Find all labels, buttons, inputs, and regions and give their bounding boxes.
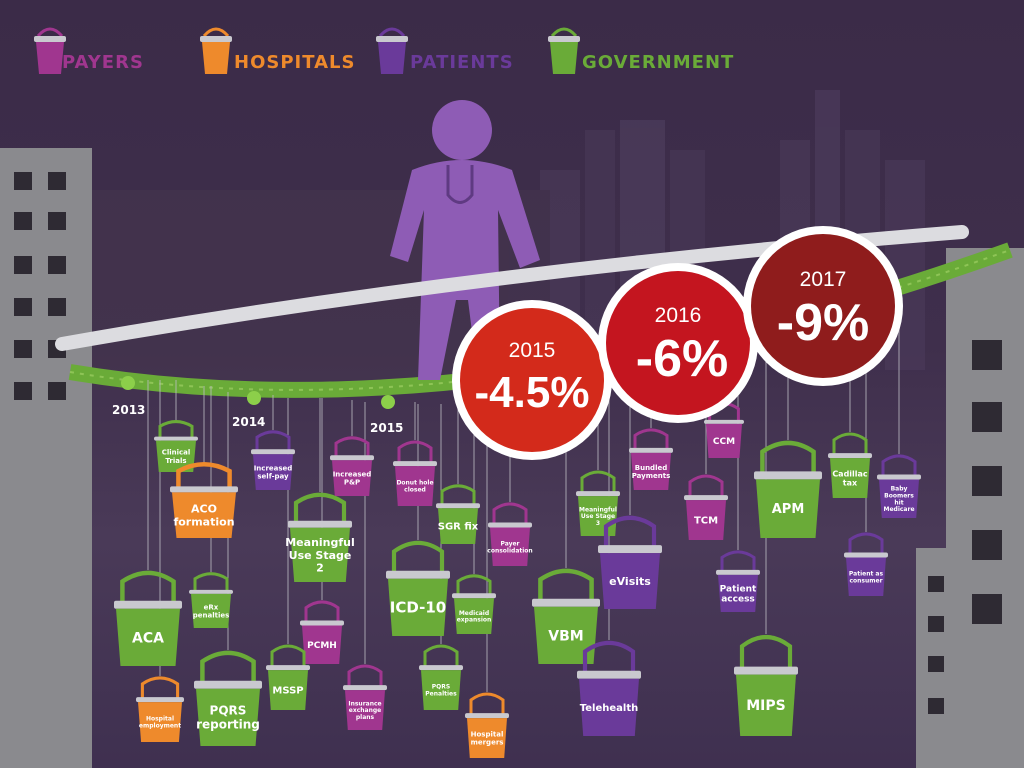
buckets-layer: Clinical Trials ACO formation ACA eRx penaltie…	[114, 402, 921, 758]
bucket-label: TCM	[694, 516, 718, 527]
bucket: Increased P&P	[330, 436, 374, 496]
bucket: APM	[754, 440, 822, 538]
bucket: Payer consolidation	[487, 502, 533, 566]
bucket: eVisits	[598, 515, 662, 609]
bucket-label: PCMH	[307, 641, 337, 651]
cut-value: -9%	[777, 294, 869, 352]
cut-year: 2016	[655, 304, 702, 327]
bucket-label: Hospital employment	[139, 716, 181, 730]
cut-2015-fill	[460, 308, 604, 452]
bucket: Hospital employment	[136, 676, 184, 742]
bucket: Meaningful Use Stage 3	[576, 470, 620, 536]
bucket: SGR fix	[436, 484, 480, 544]
cut-value: -4.5%	[475, 368, 590, 417]
bucket: Hospital mergers	[465, 692, 509, 758]
bucket: ACA	[114, 570, 182, 666]
bucket-label: Insurance exchange plans	[348, 700, 381, 721]
bucket: Increased self-pay	[251, 430, 295, 490]
bucket-label: Patient access	[720, 584, 757, 604]
bucket-label: PQRS Penalties	[425, 684, 457, 698]
bucket-icon	[548, 27, 580, 74]
bucket-label: Payer consolidation	[487, 540, 532, 554]
legend-item: GOVERNMENT	[548, 27, 734, 74]
cut-circle-2016: 2016 -6%	[598, 263, 758, 423]
bucket-label: Bundled Payments	[632, 464, 671, 480]
bucket: Patient access	[716, 550, 760, 612]
bucket-label: Clinical Trials	[162, 449, 191, 465]
bucket-label: Increased self-pay	[254, 465, 293, 481]
year-label: 2014	[232, 415, 265, 429]
bucket-label: Cadillac tax	[832, 469, 868, 487]
bucket: Cadillac tax	[828, 432, 872, 498]
doctor-figure	[390, 100, 540, 380]
bucket-label: ACA	[132, 630, 164, 646]
cut-year: 2015	[509, 339, 556, 362]
bucket-label: Meaningful Use Stage 2	[285, 536, 355, 574]
cut-value: -6%	[636, 330, 728, 388]
bucket: Bundled Payments	[629, 428, 673, 490]
bucket-label: SGR fix	[438, 522, 479, 533]
bucket-label: Baby Boomers hit Medicare	[883, 485, 914, 513]
bucket: PQRS Penalties	[419, 644, 463, 710]
bucket: MIPS	[734, 634, 798, 736]
legend-label: GOVERNMENT	[582, 52, 734, 73]
bucket-label: Patient as consumer	[849, 570, 884, 584]
timeline-dots	[121, 376, 395, 409]
bucket-label: eVisits	[609, 575, 651, 588]
legend: PAYERS HOSPITALS PATIENTS GOVERNMENT	[34, 27, 734, 74]
legend-item: PAYERS	[34, 27, 144, 74]
bucket: PQRS reporting	[194, 650, 262, 746]
right-building	[916, 248, 1024, 768]
legend-label: PATIENTS	[410, 52, 514, 73]
bucket: Clinical Trials	[154, 420, 198, 472]
cut-2017-fill	[751, 234, 895, 378]
bucket-label: Medicaid expansion	[457, 610, 492, 624]
bucket: Donut hole closed	[393, 440, 437, 506]
bucket: PCMH	[300, 600, 344, 664]
bucket-label: eRx penalties	[193, 603, 230, 619]
bucket-label: Donut hole closed	[396, 480, 433, 494]
bucket: Medicaid expansion	[452, 574, 496, 634]
bucket-label: CCM	[713, 437, 735, 447]
bucket: ICD-10	[386, 540, 450, 636]
bucket-icon	[376, 27, 408, 74]
bucket: Patient as consumer	[844, 532, 888, 596]
bucket: ACO formation	[170, 462, 238, 538]
bucket: Insurance exchange plans	[343, 664, 387, 730]
bucket: TCM	[684, 474, 728, 540]
legend-item: HOSPITALS	[200, 27, 355, 74]
bucket-label: Increased P&P	[333, 471, 372, 487]
left-building	[0, 148, 92, 768]
bucket-label: ACO formation	[173, 503, 234, 529]
bucket-label: VBM	[548, 628, 583, 644]
bucket: eRx penalties	[189, 572, 233, 628]
cut-year: 2017	[800, 268, 847, 291]
bucket: VBM	[532, 568, 600, 664]
legend-label: HOSPITALS	[234, 52, 355, 73]
cut-2016-fill	[606, 271, 750, 415]
bucket-icon	[34, 27, 66, 74]
bucket-label: APM	[772, 502, 805, 517]
legend-item: PATIENTS	[376, 27, 514, 74]
bucket-label: Hospital mergers	[471, 730, 504, 746]
legend-label: PAYERS	[62, 52, 144, 73]
year-label: 2015	[370, 421, 403, 435]
bucket: MSSP	[266, 644, 310, 710]
bucket: Telehealth	[577, 640, 641, 736]
bucket-label: Meaningful Use Stage 3	[579, 506, 617, 527]
bucket-label: MSSP	[272, 686, 303, 697]
cut-circle-2017: 2017 -9%	[743, 226, 903, 386]
bucket: Baby Boomers hit Medicare	[877, 454, 921, 518]
bucket: Meaningful Use Stage 2	[285, 492, 355, 582]
bucket-label: ICD-10	[390, 599, 446, 617]
bucket-label: MIPS	[746, 698, 785, 714]
bucket-label: PQRS reporting	[196, 704, 260, 732]
cut-circle-2015: 2015 -4.5%	[452, 300, 612, 460]
bucket-icon	[200, 27, 232, 74]
year-label: 2013	[112, 403, 145, 417]
bucket-label: Telehealth	[580, 703, 638, 714]
